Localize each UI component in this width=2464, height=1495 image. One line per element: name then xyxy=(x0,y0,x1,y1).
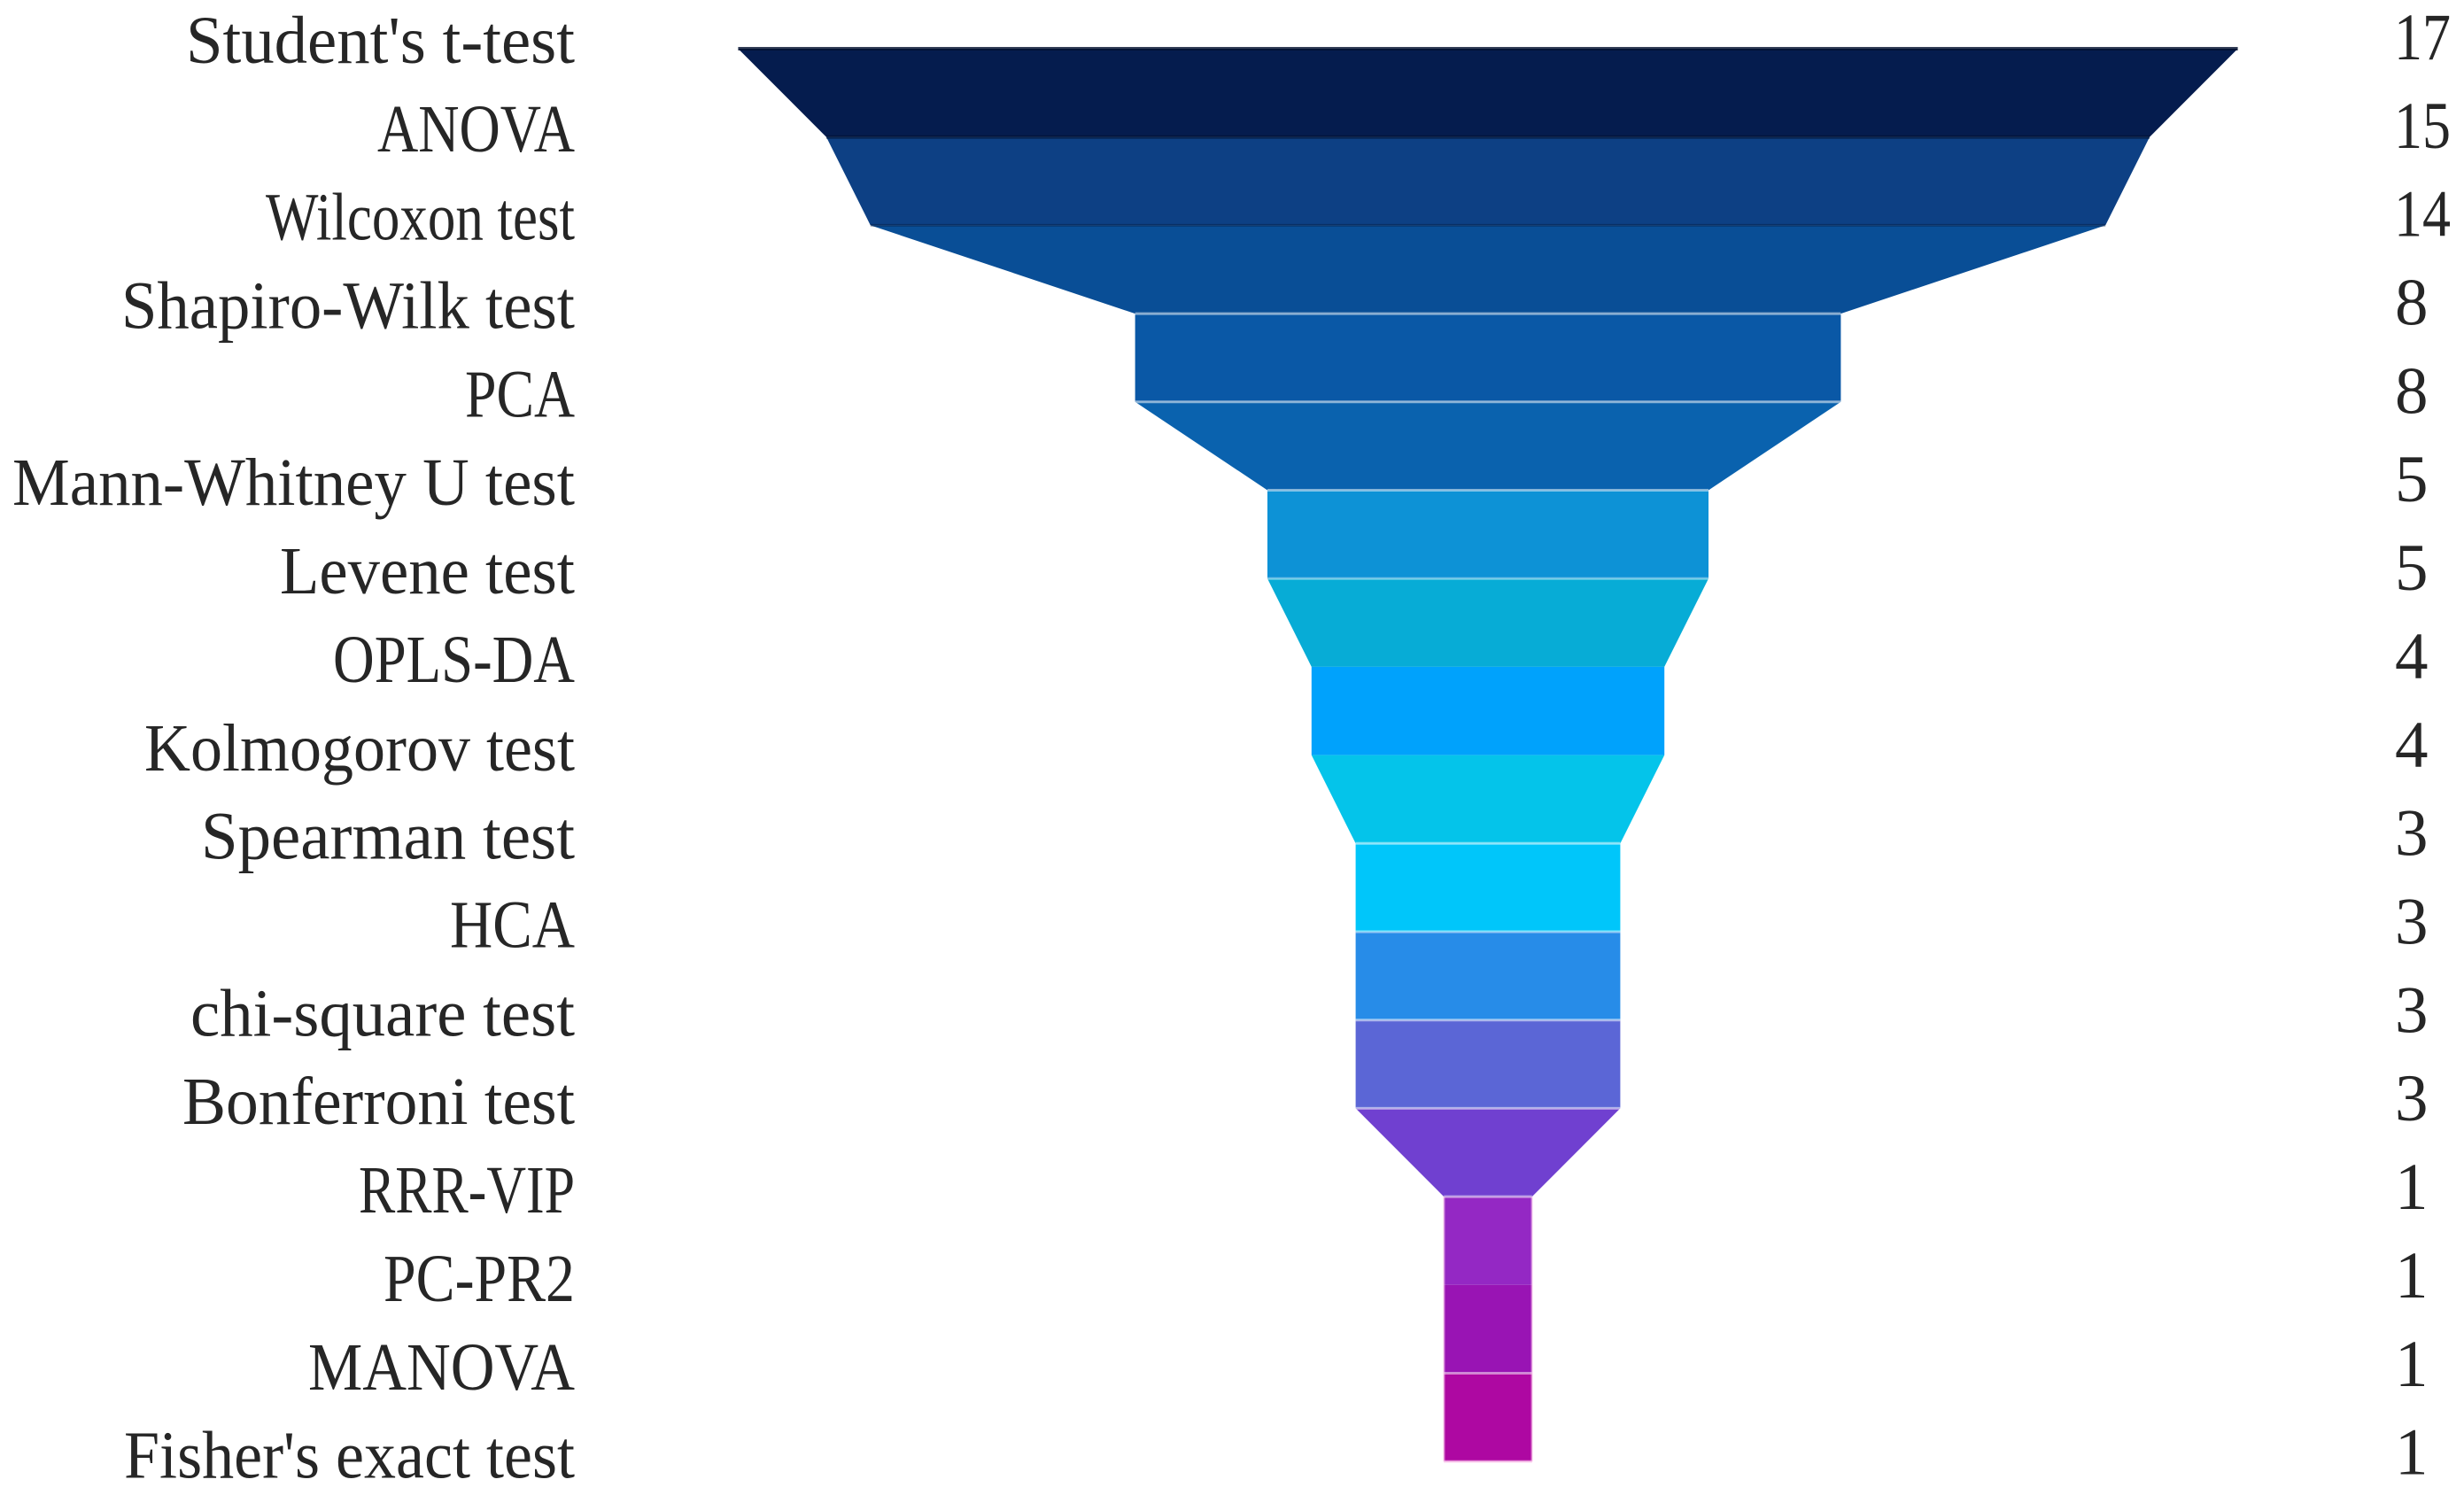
svg-text:1: 1 xyxy=(2395,1416,2429,1490)
svg-text:PC-PR2: PC-PR2 xyxy=(384,1242,575,1316)
svg-text:PCA: PCA xyxy=(465,357,575,431)
svg-text:Levene test: Levene test xyxy=(280,534,575,608)
svg-text:14: 14 xyxy=(2394,178,2451,252)
svg-text:1: 1 xyxy=(2395,1239,2429,1313)
svg-text:Wilcoxon test: Wilcoxon test xyxy=(266,181,575,255)
svg-text:15: 15 xyxy=(2394,89,2451,163)
svg-text:chi-square test: chi-square test xyxy=(190,976,575,1050)
svg-text:8: 8 xyxy=(2395,267,2429,340)
svg-text:ANOVA: ANOVA xyxy=(377,92,575,167)
svg-text:3: 3 xyxy=(2395,1062,2429,1135)
svg-text:5: 5 xyxy=(2395,531,2429,605)
svg-text:OPLS-DA: OPLS-DA xyxy=(333,623,575,697)
svg-text:17: 17 xyxy=(2394,1,2451,74)
svg-text:Kolmogorov test: Kolmogorov test xyxy=(144,711,575,786)
svg-text:8: 8 xyxy=(2395,354,2429,428)
svg-text:Spearman test: Spearman test xyxy=(201,800,575,874)
svg-text:3: 3 xyxy=(2395,886,2429,959)
svg-text:Fisher's exact test: Fisher's exact test xyxy=(124,1419,575,1493)
svg-text:Student's t-test: Student's t-test xyxy=(186,4,575,78)
svg-text:4: 4 xyxy=(2395,620,2429,693)
svg-text:1: 1 xyxy=(2395,1150,2429,1224)
svg-text:HCA: HCA xyxy=(450,888,575,963)
svg-text:5: 5 xyxy=(2395,443,2429,516)
svg-text:MANOVA: MANOVA xyxy=(308,1330,575,1405)
svg-text:3: 3 xyxy=(2395,973,2429,1047)
svg-text:1: 1 xyxy=(2395,1328,2429,1401)
svg-text:RRR-VIP: RRR-VIP xyxy=(359,1153,575,1228)
svg-text:Shapiro-Wilk test: Shapiro-Wilk test xyxy=(121,269,575,344)
svg-text:Bonferroni test: Bonferroni test xyxy=(182,1065,575,1139)
svg-text:3: 3 xyxy=(2395,797,2429,871)
svg-text:4: 4 xyxy=(2395,709,2429,782)
svg-text:Mann-Whitney U test: Mann-Whitney U test xyxy=(12,445,575,520)
